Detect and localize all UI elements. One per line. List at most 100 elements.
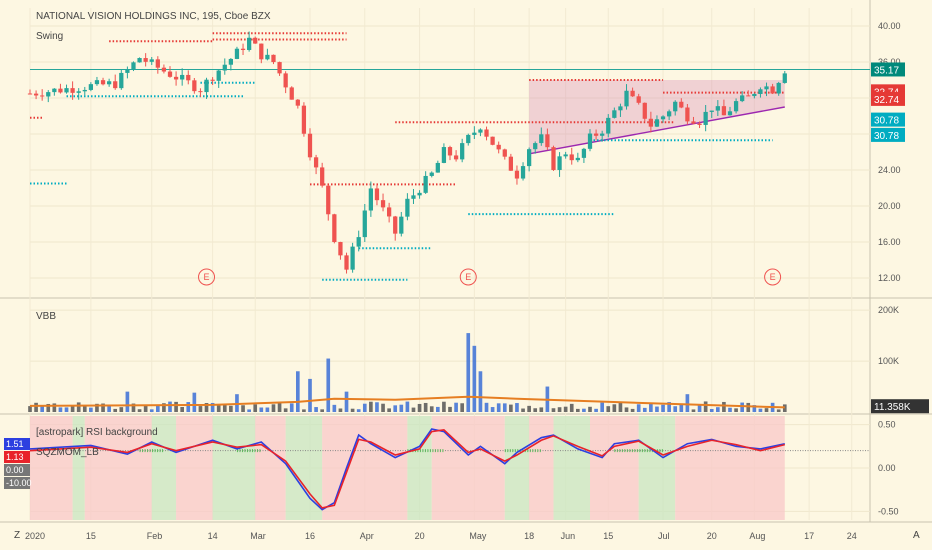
candle[interactable] [453,155,459,160]
earnings-marker-icon[interactable] [459,268,477,286]
candle[interactable] [320,167,325,186]
candle[interactable] [648,118,653,127]
candle[interactable] [283,73,288,88]
candle[interactable] [198,91,203,93]
candle[interactable] [520,166,526,179]
candle[interactable] [100,80,106,85]
candle[interactable] [478,129,483,133]
candle[interactable] [606,117,611,134]
candle[interactable] [295,99,300,106]
candle[interactable] [240,48,246,50]
candle[interactable] [612,110,617,118]
candle[interactable] [447,147,453,156]
candle[interactable] [539,134,544,144]
candle[interactable] [490,136,495,145]
candle[interactable] [247,37,252,50]
candle[interactable] [271,54,276,63]
candle[interactable] [697,123,702,125]
candle[interactable] [259,43,264,60]
candle[interactable] [27,93,33,95]
candle[interactable] [64,88,69,93]
candle[interactable] [484,129,489,137]
candle[interactable] [472,132,477,135]
candle[interactable] [58,88,63,93]
candle[interactable] [563,154,568,157]
candle[interactable] [40,95,45,97]
candle[interactable] [405,198,410,217]
candle[interactable] [429,172,434,176]
candle[interactable] [630,90,635,97]
candle[interactable] [776,82,781,94]
candle[interactable] [423,175,428,193]
candle[interactable] [508,156,513,171]
candle[interactable] [46,92,51,97]
candle[interactable] [173,76,179,80]
candle[interactable] [679,101,684,108]
earnings-marker-icon[interactable] [764,268,782,286]
candle[interactable] [399,216,404,234]
candle[interactable] [758,89,763,95]
candle[interactable] [155,59,160,68]
candle[interactable] [125,69,130,73]
earnings-marker-icon[interactable] [198,268,216,286]
candle[interactable] [52,88,57,93]
candle[interactable] [149,59,154,62]
candle[interactable] [167,71,173,77]
candle[interactable] [374,188,380,201]
candle[interactable] [660,116,666,120]
candle[interactable] [715,106,720,111]
candle[interactable] [393,216,398,234]
candle[interactable] [131,62,136,70]
candle[interactable] [210,79,215,81]
candle[interactable] [727,111,733,116]
candle[interactable] [222,64,227,71]
candle[interactable] [228,58,233,65]
candle[interactable] [435,162,440,173]
candle[interactable] [326,185,331,215]
candle[interactable] [569,154,574,161]
candle[interactable] [733,101,739,112]
candle[interactable] [496,144,501,150]
candle[interactable] [545,134,550,148]
candle[interactable] [143,58,148,62]
candle[interactable] [654,119,660,127]
candle[interactable] [356,237,361,247]
auto-scale-icon[interactable]: A [913,530,920,541]
candle[interactable] [527,149,532,167]
candle[interactable] [740,95,745,102]
candle[interactable] [338,242,343,256]
candle[interactable] [581,148,587,158]
candle[interactable] [307,133,313,158]
candle[interactable] [119,72,124,89]
candle[interactable] [234,48,240,59]
candle[interactable] [113,81,118,89]
candle[interactable] [411,195,416,199]
candle[interactable] [703,111,708,125]
candle[interactable] [460,143,465,160]
candle[interactable] [253,37,258,44]
candle[interactable] [277,62,282,74]
candle[interactable] [216,70,221,81]
candle[interactable] [161,67,167,72]
candle[interactable] [441,147,447,163]
candle[interactable] [332,214,337,243]
candle[interactable] [636,96,641,103]
candle[interactable] [575,157,580,161]
candle[interactable] [618,106,623,111]
candle[interactable] [624,90,629,107]
candle[interactable] [192,80,197,92]
candle[interactable] [380,200,386,208]
candle[interactable] [88,84,93,90]
candle[interactable] [600,133,605,136]
candle[interactable] [387,207,392,217]
candle[interactable] [551,147,556,170]
candle[interactable] [180,74,185,80]
candle[interactable] [685,107,690,122]
candle[interactable] [587,133,593,149]
candle[interactable] [764,86,769,90]
candle[interactable] [514,170,520,179]
candle[interactable] [186,74,191,81]
candle[interactable] [107,81,112,85]
candle[interactable] [204,79,209,93]
